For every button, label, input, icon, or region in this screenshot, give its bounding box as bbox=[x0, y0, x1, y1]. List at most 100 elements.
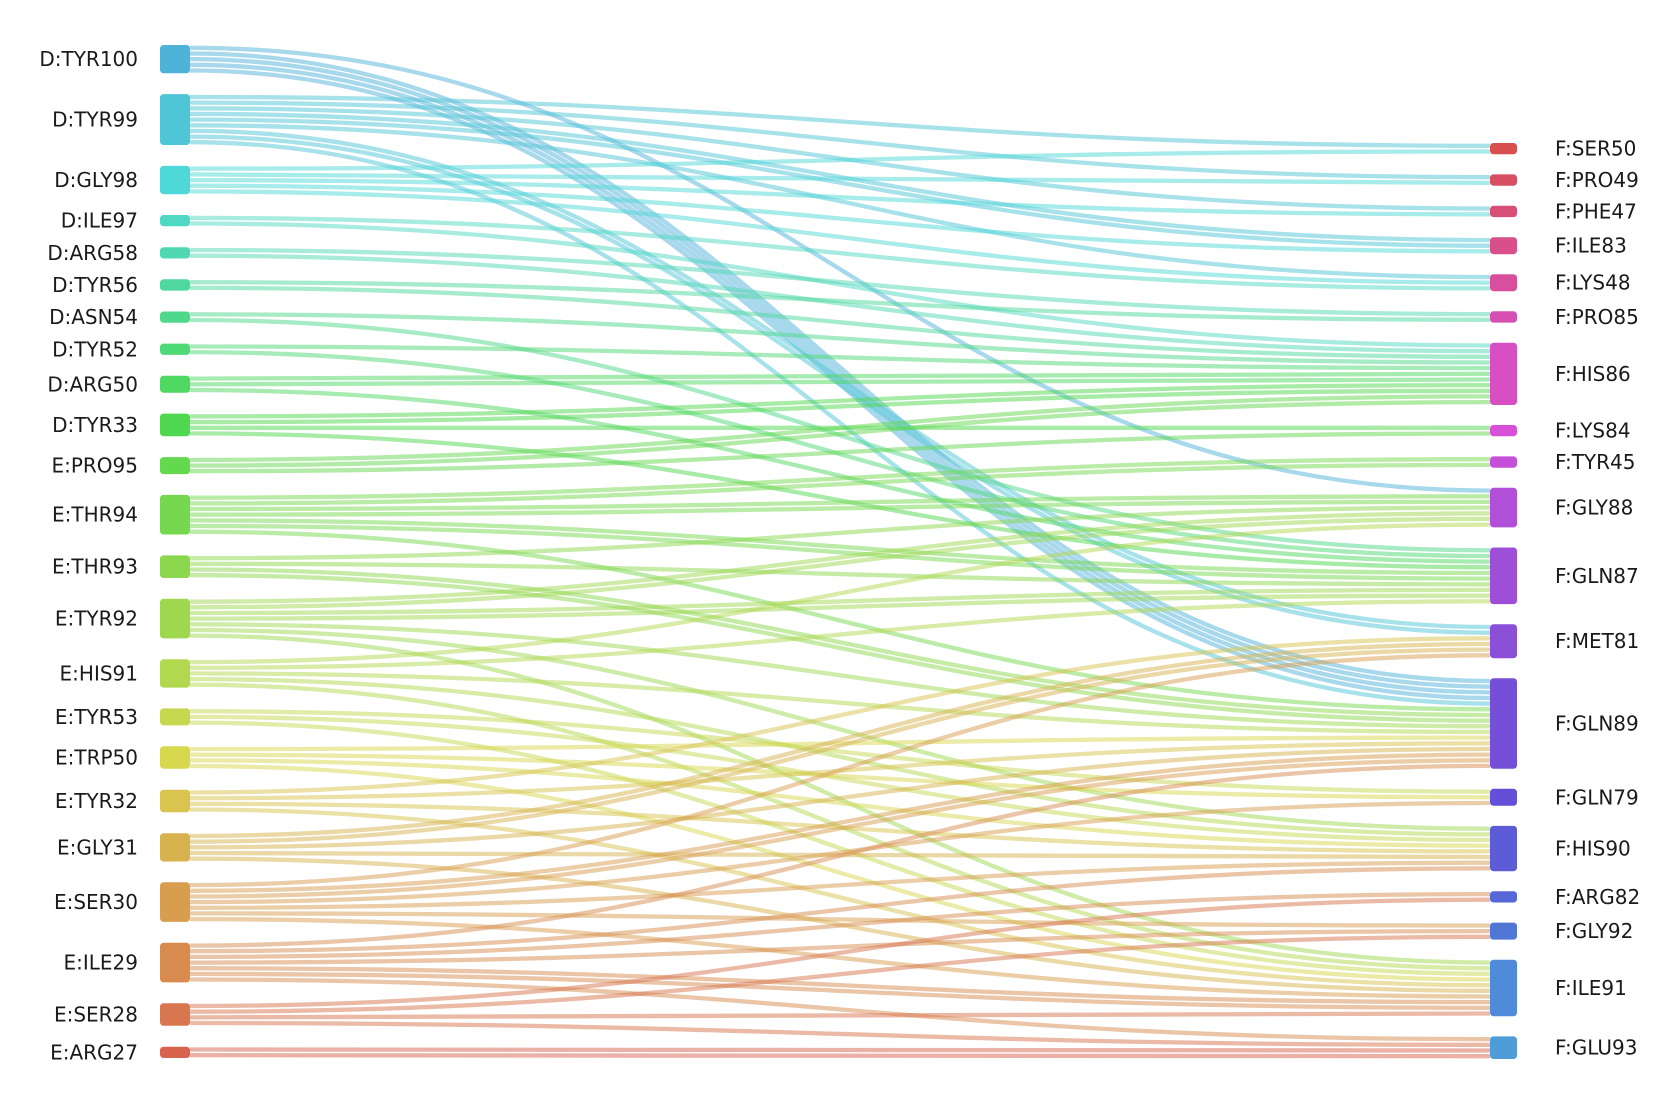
sankey-link bbox=[189, 523, 1491, 581]
sankey-link bbox=[189, 100, 1491, 180]
sankey-link bbox=[189, 51, 1491, 684]
node-label: F:GLN87 bbox=[1555, 564, 1639, 588]
sankey-node bbox=[1490, 425, 1517, 437]
sankey-node bbox=[1490, 922, 1517, 940]
sankey-node bbox=[160, 942, 190, 983]
sankey-link bbox=[189, 1011, 1491, 1020]
sankey-node bbox=[160, 598, 190, 639]
node-label: F:GLN89 bbox=[1555, 712, 1639, 736]
node-label: D:ARG58 bbox=[47, 241, 138, 265]
sankey-node bbox=[1490, 205, 1517, 218]
sankey-node bbox=[160, 375, 190, 393]
sankey-node bbox=[1490, 456, 1517, 468]
sankey-link bbox=[189, 387, 1491, 564]
sankey-node bbox=[160, 555, 190, 578]
sankey-node bbox=[160, 45, 190, 74]
sankey-node bbox=[1490, 959, 1517, 1017]
sankey-node bbox=[1490, 788, 1517, 806]
sankey-link bbox=[189, 934, 1491, 1014]
sankey-link bbox=[189, 382, 1491, 419]
sankey-link bbox=[189, 763, 1491, 982]
sankey-node bbox=[160, 1003, 190, 1026]
sankey-node bbox=[1490, 143, 1517, 155]
sankey-link bbox=[189, 189, 1491, 285]
sankey-link bbox=[189, 911, 1491, 928]
sankey-node bbox=[1490, 311, 1517, 323]
sankey-link bbox=[189, 1047, 1491, 1053]
sankey-link bbox=[189, 636, 1491, 795]
node-label: D:TYR56 bbox=[52, 273, 138, 297]
sankey-link bbox=[189, 647, 1491, 844]
node-label: E:TRP50 bbox=[55, 746, 138, 770]
sankey-link bbox=[189, 593, 1491, 621]
node-label: D:TYR99 bbox=[52, 108, 138, 132]
sankey-link bbox=[189, 800, 1491, 905]
node-label: E:ILE29 bbox=[63, 951, 138, 975]
node-label: D:TYR52 bbox=[52, 337, 138, 361]
node-label: F:TYR45 bbox=[1555, 450, 1635, 474]
sankey-node bbox=[160, 746, 190, 769]
sankey-node bbox=[160, 708, 190, 726]
sankey-node bbox=[1490, 174, 1517, 186]
sankey-node bbox=[160, 413, 190, 437]
sankey-link bbox=[189, 94, 1491, 148]
sankey-link bbox=[189, 599, 1491, 670]
node-label: D:TYR33 bbox=[52, 413, 138, 437]
sankey-link bbox=[189, 1020, 1491, 1048]
sankey-node bbox=[160, 1046, 190, 1058]
sankey-node bbox=[160, 494, 190, 535]
sankey-link bbox=[189, 573, 1491, 723]
sankey-node bbox=[1490, 678, 1517, 769]
sankey-link bbox=[189, 758, 1491, 848]
node-label: F:GLU93 bbox=[1555, 1036, 1637, 1060]
node-label: D:ILE97 bbox=[61, 209, 138, 233]
node-label: E:TYR92 bbox=[55, 607, 138, 631]
sankey-link bbox=[189, 916, 1491, 999]
sankey-node bbox=[1490, 342, 1517, 405]
sankey-link bbox=[189, 183, 1491, 254]
sankey-node bbox=[1490, 274, 1517, 292]
sankey-link bbox=[189, 371, 1491, 381]
sankey-link bbox=[189, 928, 1491, 965]
node-label: F:GLY92 bbox=[1555, 919, 1633, 943]
sankey-link bbox=[189, 117, 1491, 248]
sankey-link bbox=[189, 561, 1491, 587]
node-label: F:ILE83 bbox=[1555, 234, 1627, 258]
sankey-link bbox=[189, 494, 1491, 512]
sankey-link bbox=[189, 641, 1491, 839]
node-label: E:THR94 bbox=[52, 503, 138, 527]
sankey-link bbox=[189, 388, 1491, 425]
sankey-node bbox=[160, 343, 190, 355]
sankey-link bbox=[189, 511, 1491, 604]
node-label: E:HIS91 bbox=[60, 661, 138, 685]
sankey-link bbox=[189, 431, 1491, 474]
sankey-link bbox=[189, 221, 1491, 348]
sankey-node bbox=[1490, 547, 1517, 605]
sankey-link bbox=[189, 627, 1491, 831]
sankey-node bbox=[160, 94, 190, 145]
sankey-node bbox=[1490, 624, 1517, 659]
sankey-link bbox=[189, 763, 1491, 948]
sankey-node bbox=[1490, 1036, 1517, 1059]
sankey-link bbox=[189, 505, 1491, 561]
sankey-link bbox=[189, 215, 1491, 291]
sankey-link bbox=[189, 860, 1491, 910]
sankey-link bbox=[189, 285, 1491, 359]
node-label: F:PHE47 bbox=[1555, 199, 1637, 223]
sankey-link bbox=[189, 399, 1491, 468]
sankey-link bbox=[189, 172, 1491, 186]
sankey-link bbox=[189, 971, 1491, 1010]
node-label: E:PRO95 bbox=[51, 454, 138, 478]
node-label: F:GLY88 bbox=[1555, 496, 1633, 520]
sankey-link bbox=[189, 966, 1491, 1005]
sankey-link bbox=[189, 714, 1491, 843]
node-label: D:GLY98 bbox=[54, 168, 138, 192]
sankey-link bbox=[189, 457, 1491, 500]
node-label: F:MET81 bbox=[1555, 629, 1639, 653]
sankey-node bbox=[160, 457, 190, 475]
sankey-node bbox=[160, 247, 190, 259]
sankey-node bbox=[160, 659, 190, 688]
sankey-node bbox=[1490, 891, 1517, 903]
sankey-link bbox=[189, 567, 1491, 718]
